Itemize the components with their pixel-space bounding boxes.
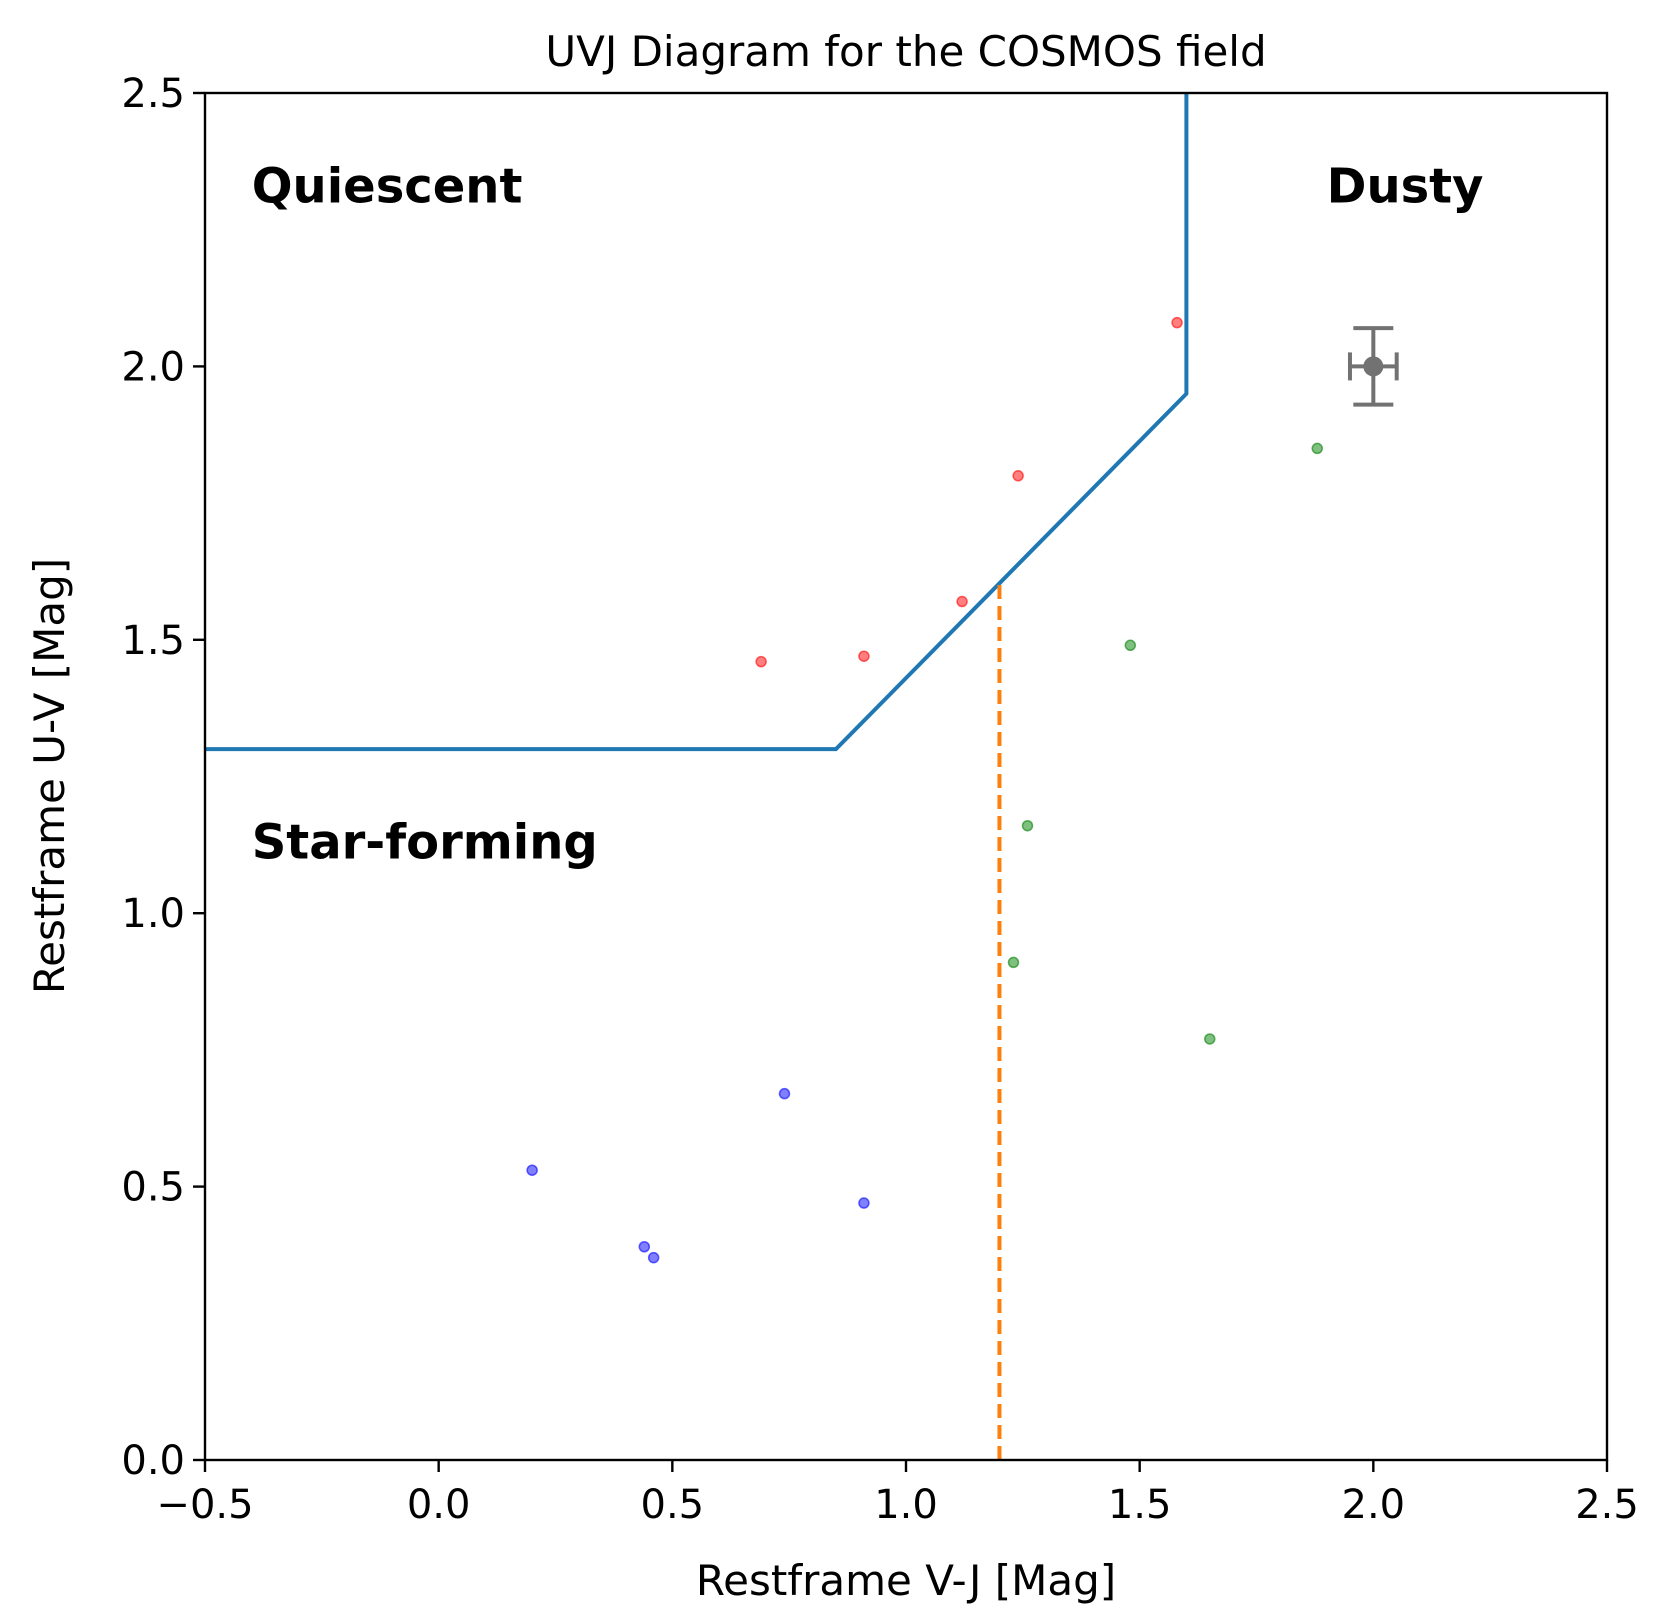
x-tick-label: −0.5 xyxy=(156,1482,253,1528)
y-tick-label: 1.0 xyxy=(121,891,185,937)
y-tick-label: 2.0 xyxy=(121,344,185,390)
region-label-star-forming: Star-forming xyxy=(252,815,598,871)
y-tick-label: 2.5 xyxy=(121,71,185,117)
scatter-point-s1-2 xyxy=(647,1251,660,1264)
ticks-layer: −0.5 0.0 0.5 1.0 1.5 2.0 2.50.00.51.01.52.02.5 xyxy=(121,71,1638,1528)
chart-title: UVJ Diagram for the COSMOS field xyxy=(545,27,1266,76)
error-bar-point xyxy=(1347,326,1399,407)
region-label-dusty: Dusty xyxy=(1327,158,1484,214)
scatter-point-s0-4 xyxy=(1171,316,1183,329)
region-label-quiescent: Quiescent xyxy=(252,158,523,214)
plot-layer: Quiescent Dusty Star-forming xyxy=(205,93,1483,1460)
x-tick-label: 2.0 xyxy=(1342,1482,1406,1528)
y-tick-label: 0.5 xyxy=(121,1165,185,1211)
scatter-point-s1-4 xyxy=(858,1197,870,1209)
x-tick-label: 2.5 xyxy=(1575,1482,1639,1528)
scatter-point-s0-3 xyxy=(1012,470,1024,482)
scatter-point-s2-2 xyxy=(1124,639,1137,652)
scatter-point-s2-4 xyxy=(1311,442,1324,455)
x-tick-label: 1.0 xyxy=(874,1482,938,1528)
scatter-point-s2-3 xyxy=(1204,1033,1216,1045)
y-axis-label: Restframe U-V [Mag] xyxy=(25,558,74,994)
scatter-point-s0-0 xyxy=(755,655,767,668)
x-tick-label: 0.5 xyxy=(641,1482,705,1528)
x-tick-label: 0.0 xyxy=(407,1482,471,1528)
error-point-marker xyxy=(1363,356,1384,377)
y-tick-label: 0.0 xyxy=(121,1438,185,1484)
scatter-point-s0-1 xyxy=(858,650,870,662)
scatter-point-s2-1 xyxy=(1021,819,1034,832)
scatter-point-s2-0 xyxy=(1007,956,1020,969)
uvj-boundary-line xyxy=(205,93,1189,752)
scatter-point-s1-1 xyxy=(638,1240,651,1253)
scatter-point-s1-3 xyxy=(778,1087,791,1100)
x-axis-label: Restframe V-J [Mag] xyxy=(696,1556,1116,1605)
plot-frame xyxy=(203,91,1609,1462)
scatter-point-s0-2 xyxy=(956,595,968,608)
x-tick-label: 1.5 xyxy=(1108,1482,1172,1528)
scatter-point-s1-0 xyxy=(526,1164,538,1176)
y-tick-label: 1.5 xyxy=(121,618,185,664)
